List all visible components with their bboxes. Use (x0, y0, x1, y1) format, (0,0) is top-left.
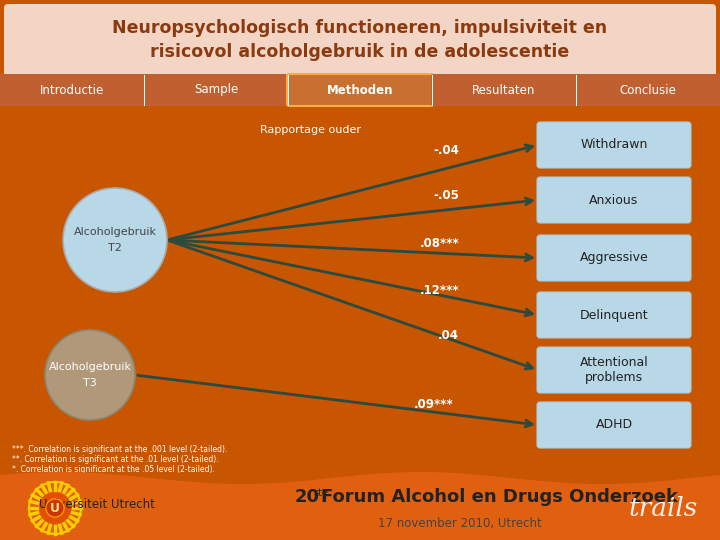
Text: Attentional
problems: Attentional problems (580, 356, 649, 384)
FancyBboxPatch shape (537, 402, 691, 448)
Text: .09***: .09*** (414, 398, 454, 411)
Text: T2: T2 (108, 243, 122, 253)
FancyBboxPatch shape (537, 347, 691, 393)
Text: Methoden: Methoden (327, 84, 393, 97)
FancyBboxPatch shape (575, 74, 720, 106)
FancyBboxPatch shape (537, 122, 691, 168)
Text: Universiteit Utrecht: Universiteit Utrecht (39, 497, 155, 510)
Text: risicovol alcoholgebruik in de adolescentie: risicovol alcoholgebruik in de adolescen… (150, 43, 570, 61)
Text: **. Correlation is significant at the .01 level (2-tailed).: **. Correlation is significant at the .0… (12, 456, 219, 464)
Text: Delinquent: Delinquent (580, 308, 648, 321)
Text: ADHD: ADHD (595, 418, 633, 431)
FancyBboxPatch shape (431, 74, 577, 106)
FancyBboxPatch shape (4, 4, 716, 78)
Circle shape (45, 330, 135, 420)
Text: Introductie: Introductie (40, 84, 104, 97)
Text: .12***: .12*** (420, 284, 459, 296)
Text: U: U (50, 502, 60, 515)
FancyBboxPatch shape (537, 177, 691, 223)
Text: Alcoholgebruik: Alcoholgebruik (73, 227, 156, 237)
Text: Withdrawn: Withdrawn (580, 138, 648, 152)
Text: Neuropsychologisch functioneren, impulsiviteit en: Neuropsychologisch functioneren, impulsi… (112, 19, 608, 37)
Circle shape (40, 492, 71, 524)
Text: T3: T3 (83, 378, 97, 388)
Text: Rapportage ouder: Rapportage ouder (259, 125, 361, 135)
Text: Alcoholgebruik: Alcoholgebruik (48, 362, 132, 372)
Text: *. Correlation is significant at the .05 level (2-tailed).: *. Correlation is significant at the .05… (12, 465, 215, 475)
Circle shape (46, 499, 64, 517)
Text: -.04: -.04 (433, 144, 459, 157)
FancyBboxPatch shape (537, 235, 691, 281)
Text: Anxious: Anxious (590, 193, 639, 206)
Text: Resultaten: Resultaten (472, 84, 536, 97)
Text: ***. Correlation is significant at the .001 level (2-tailed).: ***. Correlation is significant at the .… (12, 446, 228, 455)
Text: ste: ste (313, 488, 328, 498)
Text: -.05: -.05 (433, 189, 459, 202)
FancyBboxPatch shape (287, 74, 433, 106)
Text: Conclusie: Conclusie (620, 84, 676, 97)
Text: Sample: Sample (194, 84, 238, 97)
FancyBboxPatch shape (0, 74, 145, 106)
FancyBboxPatch shape (537, 292, 691, 338)
Text: 17 november 2010, Utrecht: 17 november 2010, Utrecht (378, 517, 542, 530)
Polygon shape (0, 472, 720, 540)
Text: Forum Alcohol en Drugs Onderzoek: Forum Alcohol en Drugs Onderzoek (321, 488, 678, 506)
Text: trails: trails (629, 496, 698, 521)
Text: 20: 20 (295, 488, 320, 506)
Text: .08***: .08*** (420, 237, 459, 250)
Text: Aggressive: Aggressive (580, 252, 649, 265)
Circle shape (63, 188, 167, 292)
FancyBboxPatch shape (143, 74, 289, 106)
Text: .04: .04 (438, 329, 459, 342)
